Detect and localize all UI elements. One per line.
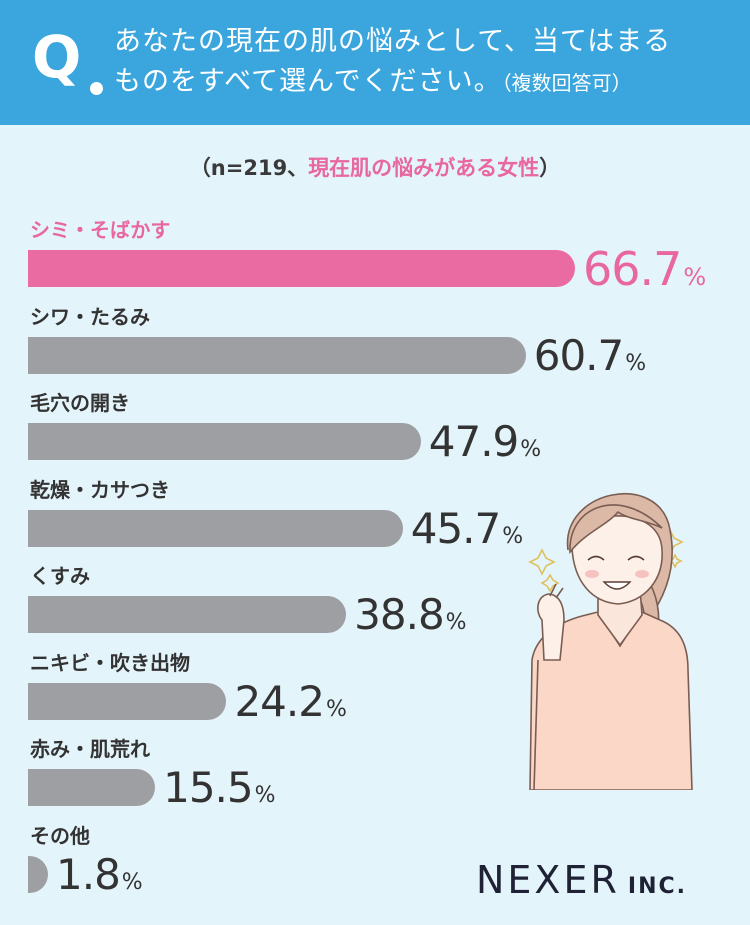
value-unit: %: [121, 869, 143, 895]
category-label: くすみ: [30, 564, 90, 588]
value-number: 38.8: [354, 590, 445, 639]
nexer-logo: NEXER INC.: [476, 858, 687, 902]
value-label: 38.8%: [354, 594, 466, 636]
question-line-2: ものをすべて選んでください。（複数回答可）: [114, 62, 739, 103]
bar: [28, 855, 48, 893]
value-unit: %: [254, 783, 276, 808]
value-number: 15.5: [163, 763, 254, 812]
value-label: 1.8%: [56, 853, 143, 896]
bar: [28, 336, 526, 374]
q-mark: Q: [32, 23, 82, 91]
category-label: 乾燥・カサつき: [30, 477, 170, 502]
category-label: 毛穴の開き: [30, 391, 130, 415]
value-label: 24.2%: [234, 680, 347, 723]
value-label: 15.5%: [163, 767, 275, 809]
logo-name: NEXER: [476, 858, 620, 902]
bar: [28, 596, 347, 633]
value-label: 66.7%: [583, 246, 706, 292]
bar: [28, 250, 575, 287]
sample-size: （n=219、現在肌の悩みがある女性）: [0, 152, 750, 182]
value-unit: %: [445, 610, 467, 635]
value-unit: %: [325, 696, 347, 722]
category-label: シミ・そばかす: [30, 218, 171, 242]
value-unit: %: [625, 350, 647, 376]
category-label: 赤み・肌荒れ: [30, 737, 150, 761]
logo-suffix: INC.: [627, 874, 687, 899]
value-number: 66.7: [582, 242, 682, 296]
value-label: 60.7%: [534, 334, 647, 377]
value-unit: %: [502, 523, 524, 549]
category-label: ニキビ・吹き出物: [30, 650, 190, 675]
value-unit: %: [683, 263, 707, 291]
value-label: 45.7%: [411, 507, 524, 550]
category-label: シワ・たるみ: [30, 304, 150, 329]
value-number: 60.7: [533, 330, 625, 380]
value-unit: %: [520, 437, 542, 462]
question-header: Q あなたの現在の肌の悩みとして、当てはまる ものをすべて選んでください。（複数…: [0, 0, 750, 125]
value-number: 1.8: [56, 849, 121, 899]
question-note: （複数回答可）: [501, 71, 632, 95]
sample-group: 現在肌の悩みがある女性: [308, 156, 540, 180]
category-label: その他: [30, 823, 90, 848]
bar: [28, 769, 156, 806]
question-line-2-main: ものをすべて選んでください。: [114, 66, 502, 97]
value-number: 45.7: [410, 503, 502, 553]
value-number: 24.2: [234, 676, 325, 726]
value-label: 47.9%: [429, 421, 541, 463]
bar: [28, 423, 421, 460]
question-line-1: あなたの現在の肌の悩みとして、当てはまる: [114, 26, 672, 57]
q-dot: [90, 82, 103, 95]
value-number: 47.9: [428, 417, 520, 466]
bar: [28, 682, 227, 720]
question-text: あなたの現在の肌の悩みとして、当てはまる ものをすべて選んでください。（複数回答…: [114, 22, 739, 103]
sample-suffix: ）: [539, 156, 561, 180]
woman-illustration: [528, 493, 693, 790]
bar: [28, 509, 403, 547]
sample-prefix: （n=219、: [189, 156, 309, 180]
